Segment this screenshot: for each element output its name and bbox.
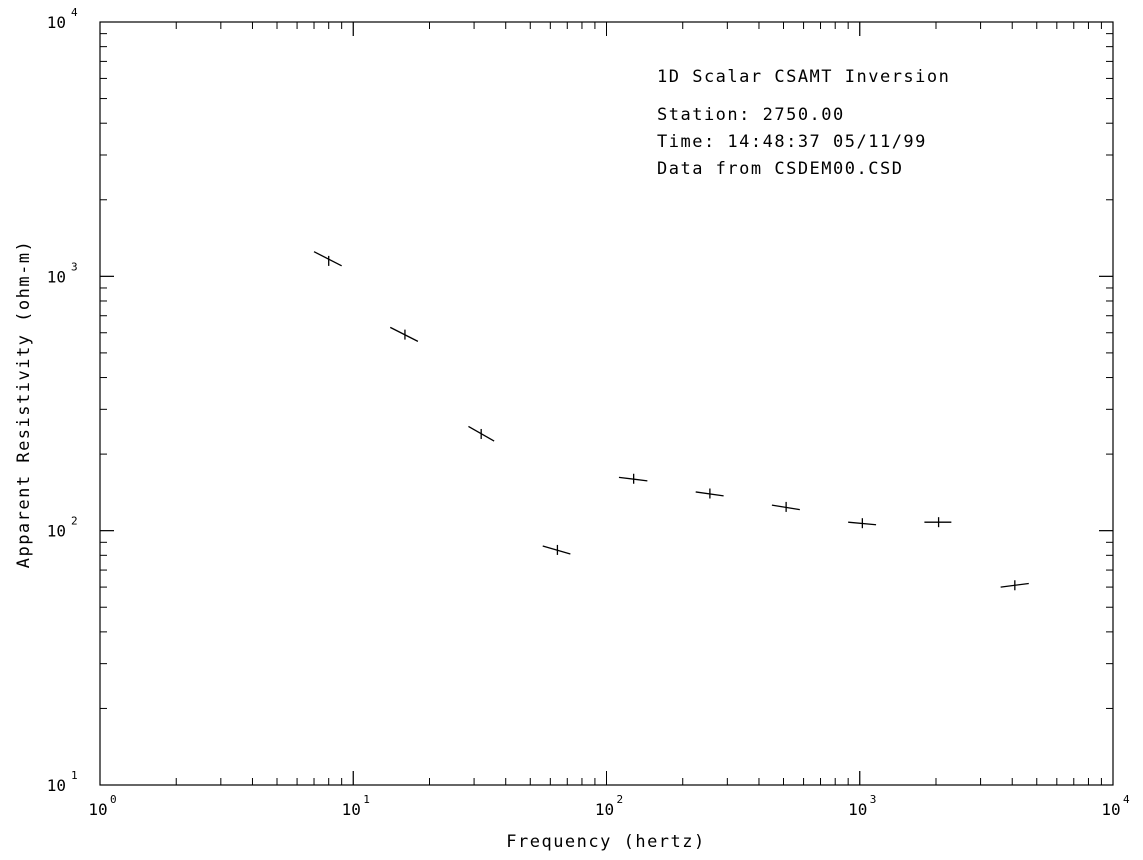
data-point: [1000, 580, 1029, 591]
x-tick-label: 10: [848, 800, 867, 819]
data-point: [848, 518, 877, 529]
y-tick-label: 10: [47, 267, 66, 286]
y-axis-label: Apparent Resistivity (ohm-m): [14, 240, 34, 569]
y-tick-exponent: 1: [71, 769, 78, 782]
y-tick-label: 10: [47, 522, 66, 541]
x-tick-label: 10: [595, 800, 614, 819]
minor-ticks: [99, 21, 1114, 786]
data-point-range: [313, 251, 342, 267]
data-point: [771, 501, 800, 512]
data-point: [313, 251, 342, 267]
y-tick-label: 10: [47, 776, 66, 795]
info-annotation: 1D Scalar CSAMT Inversion Station: 2750.…: [657, 67, 950, 179]
data-point: [389, 326, 419, 342]
annotation-source: Data from CSDEM00.CSD: [657, 159, 903, 179]
x-tick-label: 10: [88, 800, 107, 819]
data-point: [468, 425, 495, 442]
x-tick-exponent: 0: [110, 793, 117, 806]
y-tick-exponent: 3: [71, 260, 78, 273]
y-tick-labels: 10 1 10 2 10 3 10 4: [47, 6, 78, 795]
data-marks: [313, 251, 1029, 591]
y-tick-exponent: 2: [71, 515, 78, 528]
x-tick-exponent: 4: [1123, 793, 1130, 806]
data-point: [618, 473, 648, 484]
annotation-time: Time: 14:48:37 05/11/99: [657, 132, 927, 152]
x-tick-exponent: 3: [870, 793, 877, 806]
annotation-station: Station: 2750.00: [657, 105, 845, 125]
y-tick-label: 10: [47, 13, 66, 32]
y-tick-exponent: 4: [71, 6, 78, 19]
data-point: [542, 544, 571, 555]
data-point: [924, 517, 952, 528]
annotation-title: 1D Scalar CSAMT Inversion: [657, 67, 950, 87]
x-axis-label: Frequency (hertz): [506, 832, 706, 852]
plot-frame: [99, 21, 1114, 786]
data-point-range: [542, 545, 571, 555]
x-tick-label: 10: [1101, 800, 1120, 819]
data-point: [695, 488, 724, 499]
x-tick-exponent: 2: [617, 793, 624, 806]
x-tick-label: 10: [342, 800, 361, 819]
data-point-range: [389, 326, 419, 342]
x-tick-exponent: 1: [363, 793, 370, 806]
